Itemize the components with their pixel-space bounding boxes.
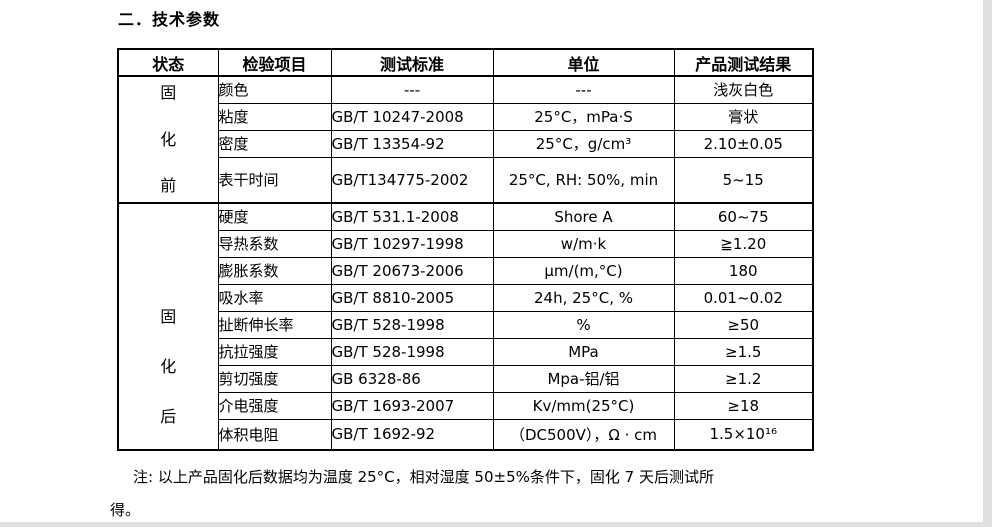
cell-unit: （DC500V），Ω · cm	[492, 418, 675, 451]
table-header-row: 状态 检验项目 测试标准 单位 产品测试结果	[117, 48, 814, 77]
cell-standard: GB/T 528-1998	[330, 310, 494, 339]
cell-unit: w/m·k	[492, 229, 675, 258]
table-row: 剪切强度 GB 6328-86 Mpa-铝/铝 ≥1.2	[118, 364, 814, 393]
cell-unit: Mpa-铝/铝	[492, 364, 675, 393]
cell-unit: MPa	[492, 337, 675, 366]
cell-standard: GB/T 528-1998	[330, 337, 494, 366]
table-row: 膨胀系数 GB/T 20673-2006 μm/(m,°C) 180	[118, 256, 814, 285]
cell-result: 60~75	[673, 202, 814, 231]
table-row: 表干时间 GB/T134775-2002 25°C, RH: 50%, min 5~1…	[118, 156, 814, 204]
footnote-line-1: 注: 以上产品固化后数据均为温度 25°C，相对湿度 50±5%条件下，固化 7…	[133, 468, 714, 486]
cell-item: 颜色	[217, 75, 332, 104]
cell-unit: 24h, 25°C, %	[492, 283, 675, 312]
footnote: 注: 以上产品固化后数据均为温度 25°C，相对湿度 50±5%条件下，固化 7…	[110, 461, 900, 527]
cell-unit: Kv/mm(25°C)	[492, 391, 675, 420]
cell-item: 介电强度	[217, 391, 332, 420]
cell-unit: %	[492, 310, 675, 339]
page-edge-strip-bottom	[0, 522, 992, 527]
cell-result: 2.10±0.05	[673, 129, 814, 158]
cell-item: 硬度	[217, 202, 332, 231]
cell-item: 扯断伸长率	[217, 310, 332, 339]
cell-standard: GB/T 1693-2007	[330, 391, 494, 420]
cell-standard: GB/T 10247-2008	[330, 102, 494, 131]
cell-result: 浅灰白色	[673, 75, 814, 104]
cell-unit: μm/(m,°C)	[492, 256, 675, 285]
cell-item: 抗拉强度	[217, 337, 332, 366]
state-group-before-curing: 固化前	[117, 75, 219, 204]
table-row: 固化前颜色 --- --- 浅灰白色	[117, 75, 814, 204]
header-unit: 单位	[492, 48, 675, 77]
technical-parameters-table: 状态 检验项目 测试标准 单位 产品测试结果 固化前颜色 --- --- 浅灰白色 粘度…	[117, 48, 814, 451]
cell-result: ≥1.5	[673, 337, 814, 366]
cell-item: 吸水率	[217, 283, 332, 312]
cell-item: 密度	[217, 129, 332, 158]
cell-unit: 25°C，g/cm³	[492, 129, 675, 158]
cell-item: 剪切强度	[217, 364, 332, 393]
header-test-result: 产品测试结果	[673, 48, 814, 77]
cell-unit: Shore A	[492, 202, 675, 231]
cell-standard: GB/T 1692-92	[330, 418, 494, 451]
table-row: 扯断伸长率 GB/T 528-1998% ≥50	[118, 310, 814, 339]
cell-standard: GB/T 8810-2005	[330, 283, 494, 312]
page-edge-strip-right	[983, 0, 992, 527]
table-row: 抗拉强度 GB/T 528-1998 MPa ≥1.5	[118, 337, 814, 366]
cell-item: 体积电阻	[217, 418, 332, 451]
header-test-item: 检验项目	[217, 48, 332, 77]
table-row: 密度 GB/T 13354-92 25°C，g/cm³ 2.10±0.05	[118, 129, 814, 158]
table-row: 体积电阻 GB/T 1692-92 （DC500V），Ω · cm 1.5×10¹⁶	[118, 418, 814, 451]
table-row: 吸水率 GB/T 8810-2005 24h, 25°C, % 0.01~0.02	[118, 283, 814, 312]
table-row: 导热系数 GB/T 10297-1998 w/m·k ≧1.20	[118, 229, 814, 258]
cell-result: 180	[673, 256, 814, 285]
cell-result: ≧1.20	[673, 229, 814, 258]
cell-standard: ---	[330, 75, 494, 104]
cell-standard: GB/T 20673-2006	[330, 256, 494, 285]
cell-result: ≥18	[673, 391, 814, 420]
table-row: 粘度 GB/T 10247-2008 25°C，mPa·S 膏状	[118, 102, 814, 131]
cell-result: ≥1.2	[673, 364, 814, 393]
table-body: 固化前颜色 --- --- 浅灰白色 粘度 GB/T 10247-2008 25°C，mPa…	[117, 75, 814, 451]
footnote-line-2: 得。	[110, 501, 141, 519]
cell-standard: GB/T 10297-1998	[330, 229, 494, 258]
cell-result: 膏状	[673, 102, 814, 131]
table-row: 介电强度 GB/T 1693-2007 Kv/mm(25°C) ≥18	[118, 391, 814, 420]
cell-unit: 25°C，mPa·S	[492, 102, 675, 131]
cell-item: 膨胀系数	[217, 256, 332, 285]
table-row: 固化后硬度 GB/T 531.1-2008 Shore A 60~75	[117, 202, 814, 451]
cell-result: 1.5×10¹⁶	[673, 418, 814, 451]
cell-standard: GB/T 13354-92	[330, 129, 494, 158]
header-state: 状态	[117, 48, 219, 77]
cell-standard: GB/T 531.1-2008	[330, 202, 494, 231]
cell-unit: 25°C, RH: 50%, min	[492, 156, 675, 204]
cell-result: 5~15	[673, 156, 814, 204]
cell-result: ≥50	[673, 310, 814, 339]
state-group-after-curing: 固化后	[117, 202, 219, 451]
cell-standard: GB/T134775-2002	[330, 156, 494, 204]
header-test-standard: 测试标准	[330, 48, 494, 77]
cell-item: 表干时间	[217, 156, 332, 204]
cell-result: 0.01~0.02	[673, 283, 814, 312]
cell-standard: GB 6328-86	[330, 364, 494, 393]
page-title: 二．技术参数	[118, 10, 221, 29]
cell-item: 导热系数	[217, 229, 332, 258]
cell-item: 粘度	[217, 102, 332, 131]
cell-unit: ---	[492, 75, 675, 104]
